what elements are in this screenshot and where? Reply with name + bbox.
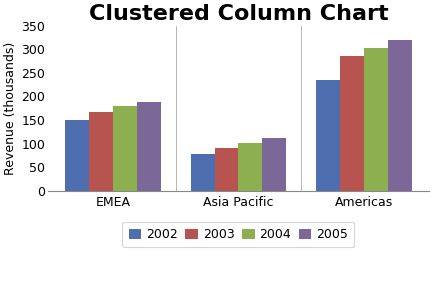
Bar [364,48,388,191]
Bar [113,106,137,191]
Bar [137,102,161,191]
Bar [215,148,239,191]
Bar [191,154,215,191]
Title: Clustered Column Chart: Clustered Column Chart [89,4,388,24]
Bar [65,120,89,191]
Bar [262,138,286,191]
Bar [340,56,364,191]
Bar [239,143,262,191]
Legend: 2002, 2003, 2004, 2005: 2002, 2003, 2004, 2005 [123,222,355,247]
Y-axis label: Revenue (thousands): Revenue (thousands) [4,42,17,175]
Bar [388,40,411,191]
Bar [89,112,113,191]
Bar [316,80,340,191]
